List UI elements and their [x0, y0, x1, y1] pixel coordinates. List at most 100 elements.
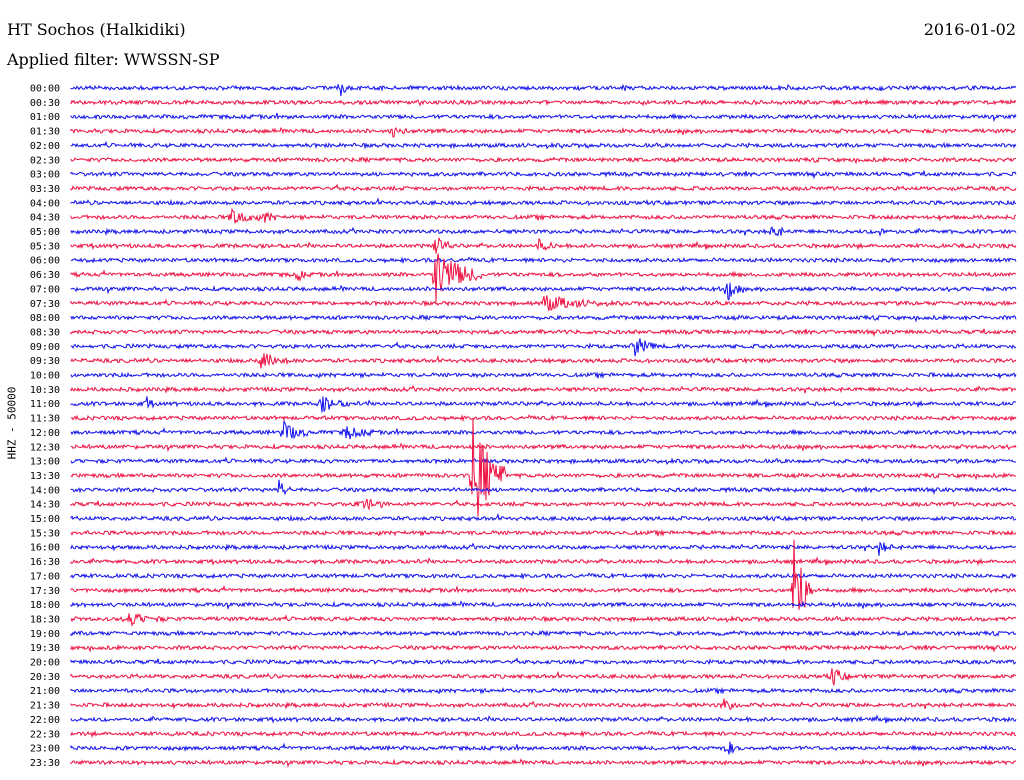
trace-line-1800 — [70, 600, 1017, 611]
trace-line-1100 — [70, 396, 1016, 413]
tick-label: 00:30 — [30, 98, 60, 109]
trace-line-0600 — [70, 256, 1017, 265]
tick-label: 23:00 — [30, 744, 60, 755]
tick-label: 01:30 — [30, 127, 60, 138]
trace-line-1430 — [70, 498, 1017, 511]
trace-line-0200 — [70, 140, 1017, 150]
tick-label: 10:30 — [30, 385, 60, 396]
trace-group — [70, 83, 1017, 768]
filter-label: Applied filter: WWSSN-SP — [7, 50, 220, 69]
tick-label-group: 00:00 00:30 01:00 01:30 02:00 02:30 03:00 03:30… — [30, 84, 60, 769]
trace-line-1700 — [70, 572, 1017, 580]
trace-line-1600 — [70, 541, 1017, 556]
trace-line-0430 — [70, 207, 1017, 224]
tick-label: 01:00 — [30, 112, 60, 123]
trace-line-1030 — [70, 384, 1017, 394]
tick-label: 02:30 — [30, 155, 60, 166]
tick-label: 08:30 — [30, 327, 60, 338]
tick-label: 17:30 — [30, 586, 60, 597]
tick-label: 20:30 — [30, 672, 60, 683]
tick-label: 14:30 — [30, 500, 60, 511]
tick-label: 07:00 — [30, 284, 60, 295]
tick-label: 13:30 — [30, 471, 60, 482]
tick-label: 07:30 — [30, 299, 60, 310]
tick-label: 05:30 — [30, 241, 60, 252]
trace-line-2130 — [70, 698, 1017, 710]
tick-label: 12:00 — [30, 428, 60, 439]
tick-label: 22:00 — [30, 715, 60, 726]
trace-line-1000 — [70, 371, 1017, 380]
trace-line-0930 — [70, 353, 1017, 369]
tick-label: 11:00 — [30, 399, 60, 410]
trace-line-0400 — [70, 197, 1017, 207]
tick-label: 21:00 — [30, 686, 60, 697]
tick-label: 16:30 — [30, 557, 60, 568]
trace-line-1400 — [70, 479, 1017, 496]
trace-line-0300 — [70, 170, 1017, 180]
trace-line-0100 — [70, 112, 1017, 123]
tick-label: 14:00 — [30, 485, 60, 496]
trace-line-0230 — [70, 156, 1017, 165]
tick-label: 03:00 — [30, 170, 60, 181]
trace-line-0130 — [70, 126, 1017, 138]
trace-line-1330 — [70, 417, 1017, 517]
tick-label: 04:30 — [30, 213, 60, 224]
tick-label: 09:30 — [30, 356, 60, 367]
trace-line-1230 — [70, 442, 1017, 453]
trace-line-2100 — [70, 686, 1017, 695]
trace-line-0830 — [70, 328, 1017, 338]
trace-line-0900 — [70, 338, 1017, 357]
tick-label: 19:30 — [30, 643, 60, 654]
trace-line-1200 — [70, 420, 1017, 440]
trace-line-0530 — [70, 237, 1017, 254]
trace-line-2000 — [70, 657, 1017, 666]
tick-label: 15:30 — [30, 528, 60, 539]
tick-label: 18:30 — [30, 614, 60, 625]
trace-line-0030 — [70, 98, 1017, 107]
tick-label: 16:00 — [30, 543, 60, 554]
date-label: 2016-01-02 — [923, 20, 1016, 39]
tick-label: 00:00 — [30, 84, 60, 95]
trace-line-0800 — [70, 314, 1017, 323]
trace-line-0330 — [70, 183, 1017, 192]
tick-label: 06:30 — [30, 270, 60, 281]
trace-line-1130 — [70, 414, 1017, 423]
tick-label: 04:00 — [30, 198, 60, 209]
tick-label: 18:00 — [30, 600, 60, 611]
trace-line-1730 — [70, 539, 1017, 610]
tick-label: 06:00 — [30, 256, 60, 267]
tick-label: 11:30 — [30, 414, 60, 425]
tick-label: 23:30 — [30, 758, 60, 769]
trace-line-0000 — [70, 83, 1017, 97]
tick-label: 02:00 — [30, 141, 60, 152]
tick-label: 22:30 — [30, 729, 60, 740]
tick-label: 21:30 — [30, 701, 60, 712]
tick-label: 08:00 — [30, 313, 60, 324]
tick-label: 19:00 — [30, 629, 60, 640]
tick-label: 20:00 — [30, 658, 60, 669]
trace-line-1630 — [70, 556, 1017, 567]
tick-label: 09:00 — [30, 342, 60, 353]
tick-label: 10:00 — [30, 371, 60, 382]
trace-line-2330 — [70, 758, 1017, 768]
trace-line-1900 — [70, 629, 1017, 638]
trace-line-1830 — [70, 612, 1017, 627]
tick-label: 15:00 — [30, 514, 60, 525]
trace-line-0730 — [70, 295, 1017, 312]
trace-line-1530 — [70, 529, 1017, 537]
trace-line-2300 — [70, 741, 1017, 755]
tick-label: 17:00 — [30, 571, 60, 582]
trace-line-2230 — [70, 729, 1017, 739]
station-title: HT Sochos (Halkidiki) — [7, 20, 186, 39]
trace-line-1300 — [70, 456, 1016, 466]
trace-line-0630 — [70, 253, 1017, 302]
tick-label: 03:30 — [30, 184, 60, 195]
trace-line-1500 — [70, 512, 1017, 523]
tick-label: 13:00 — [30, 457, 60, 468]
tick-label: 05:00 — [30, 227, 60, 238]
trace-line-1930 — [70, 644, 1017, 653]
trace-line-0500 — [70, 226, 1017, 238]
trace-line-0700 — [70, 282, 1017, 301]
trace-line-2200 — [70, 714, 1017, 724]
